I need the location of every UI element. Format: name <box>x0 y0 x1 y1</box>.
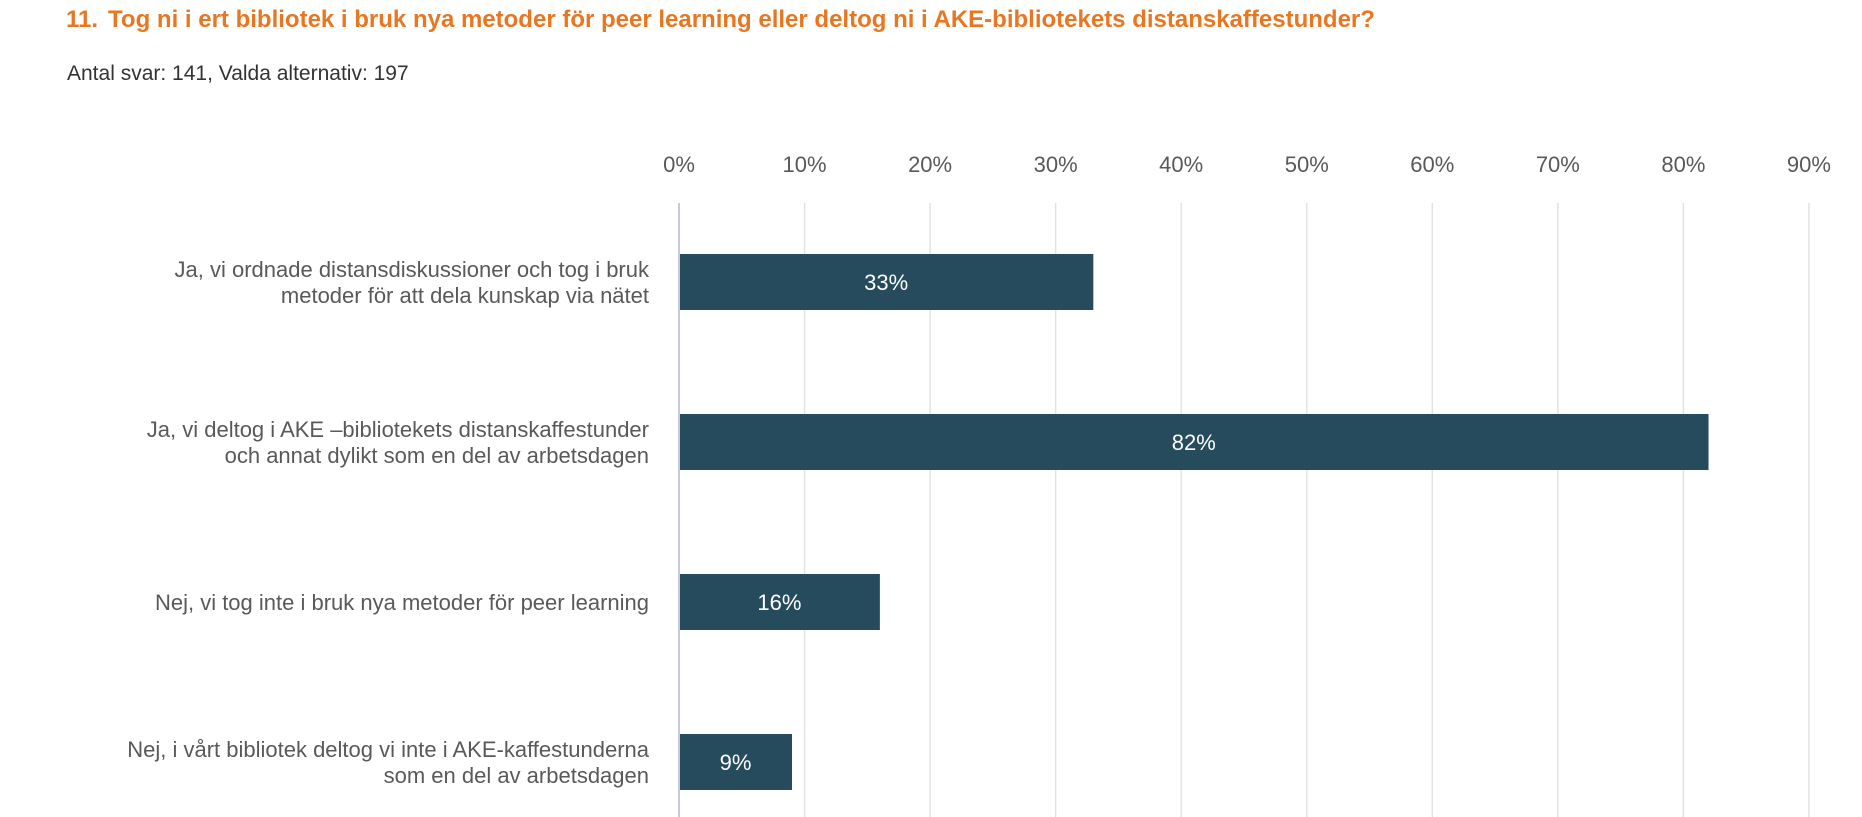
response-stats: Antal svar: 141, Valda alternativ: 197 <box>67 62 409 85</box>
question-title: 11. Tog ni i ert bibliotek i bruk nya met… <box>66 6 1375 34</box>
x-tick-label: 40% <box>1159 152 1203 177</box>
bar-value-label: 9% <box>720 750 752 775</box>
bar <box>680 574 880 630</box>
category-label-line: Ja, vi deltog i AKE –bibliotekets distan… <box>147 417 649 442</box>
x-tick-label: 50% <box>1285 152 1329 177</box>
category-label: Nej, i vårt bibliotek deltog vi inte i A… <box>127 737 650 788</box>
bar <box>680 734 792 790</box>
x-tick-label: 70% <box>1536 152 1580 177</box>
category-label-line: metoder för att dela kunskap via nätet <box>281 283 649 308</box>
x-tick-label: 60% <box>1410 152 1454 177</box>
category-label-line: som en del av arbetsdagen <box>384 763 649 788</box>
category-label: Ja, vi ordnade distansdiskussioner och t… <box>175 257 650 308</box>
x-tick-label: 90% <box>1787 152 1831 177</box>
x-tick-label: 10% <box>783 152 827 177</box>
bar <box>680 414 1709 470</box>
bar <box>680 254 1094 310</box>
category-label-line: och annat dylikt som en del av arbetsdag… <box>225 443 649 468</box>
category-label-line: Nej, vi tog inte i bruk nya metoder för … <box>155 590 649 615</box>
bar-value-label: 33% <box>864 270 908 295</box>
x-tick-label: 30% <box>1034 152 1078 177</box>
bar-value-label: 82% <box>1172 430 1216 455</box>
category-label-line: Nej, i vårt bibliotek deltog vi inte i A… <box>127 737 650 762</box>
category-label: Ja, vi deltog i AKE –bibliotekets distan… <box>147 417 649 468</box>
x-tick-label: 20% <box>908 152 952 177</box>
question-number: 11. <box>66 6 99 33</box>
bar-value-label: 16% <box>757 590 801 615</box>
x-tick-label: 80% <box>1661 152 1705 177</box>
x-tick-label: 0% <box>663 152 695 177</box>
category-label: Nej, vi tog inte i bruk nya metoder för … <box>155 590 649 615</box>
category-label-line: Ja, vi ordnade distansdiskussioner och t… <box>175 257 650 282</box>
question-text: Tog ni i ert bibliotek i bruk nya metode… <box>108 6 1375 33</box>
